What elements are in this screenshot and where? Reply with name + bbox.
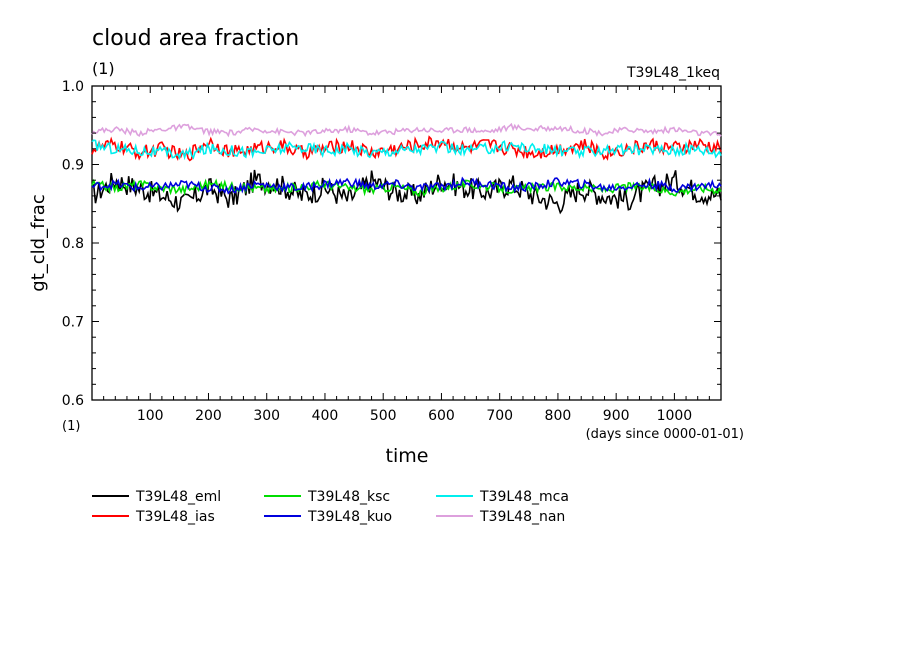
chart-title: cloud area fraction: [92, 26, 299, 51]
series-line-T39L48_kuo: [91, 176, 722, 195]
x-tick-label: 500: [370, 408, 397, 424]
x-tick-label: 400: [312, 408, 339, 424]
legend-label: T39L48_eml: [135, 489, 221, 505]
y-tick-label: 0.7: [62, 315, 84, 331]
y-tick-label: 0.9: [62, 158, 84, 174]
legend-label: T39L48_ksc: [307, 489, 390, 505]
plot-frame: [91, 85, 722, 401]
series-line-T39L48_nan: [91, 122, 722, 138]
y-axis-units: (1): [62, 419, 80, 434]
y-tick-label: 1.0: [62, 79, 84, 95]
x-axis-label: time: [386, 445, 429, 467]
y-axis: 0.6 0.7 0.8 0.9 1.0: [62, 79, 721, 409]
series-line-T39L48_eml: [91, 169, 722, 215]
y-tick-label: 0.6: [62, 393, 84, 409]
chart-title-units: (1): [92, 59, 115, 78]
y-tick-label: 0.8: [62, 236, 84, 252]
x-tick-label: 200: [195, 408, 222, 424]
series-line-T39L48_ksc: [91, 178, 722, 198]
x-axis-units: (days since 0000-01-01): [586, 427, 744, 442]
y-axis-label: gt_cld_frac: [28, 194, 49, 291]
x-tick-label: 800: [545, 408, 572, 424]
x-tick-label: 600: [428, 408, 455, 424]
legend-label: T39L48_ias: [135, 509, 215, 525]
x-tick-label: 1000: [657, 408, 693, 424]
series-layer: [91, 122, 722, 215]
legend: T39L48_eml T39L48_ias T39L48_ksc T39L48_kuo…: [92, 489, 569, 525]
x-tick-label: 300: [253, 408, 280, 424]
plot-area: [91, 85, 722, 401]
legend-label: T39L48_mca: [479, 489, 569, 505]
x-tick-label: 100: [137, 408, 164, 424]
x-axis: 100 200 300 400 500 600 700 800 900 1000: [103, 86, 710, 424]
x-tick-label: 700: [486, 408, 513, 424]
legend-label: T39L48_kuo: [307, 509, 392, 525]
series-line-T39L48_mca: [91, 139, 722, 161]
chart-subtitle: T39L48_1keq: [626, 65, 720, 81]
legend-label: T39L48_nan: [479, 509, 565, 525]
x-tick-label: 900: [603, 408, 630, 424]
